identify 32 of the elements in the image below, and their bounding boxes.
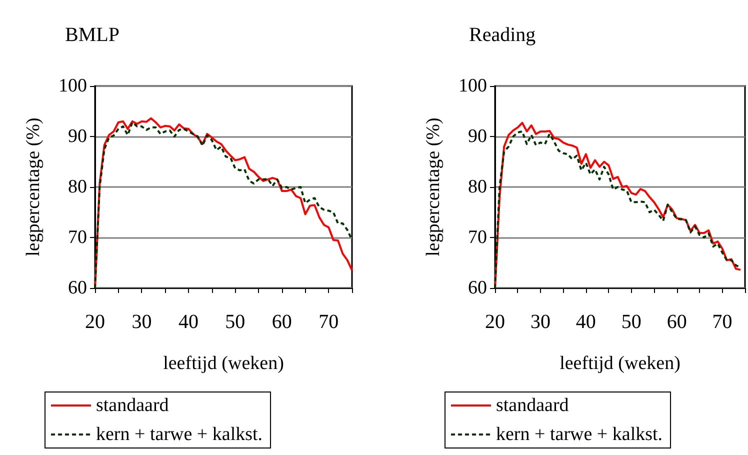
x-tick-label: 30 — [530, 311, 550, 333]
x-tick-label: 70 — [318, 311, 339, 333]
y-tick-label: 90 — [468, 126, 487, 147]
chart-title: Reading — [469, 24, 536, 46]
x-axis-title: leeftijd (weken) — [560, 353, 680, 374]
x-tick-label: 30 — [132, 311, 152, 333]
chart-title: BMLP — [65, 24, 120, 46]
y-tick-label: 70 — [468, 227, 487, 248]
y-tick-label: 70 — [68, 227, 87, 248]
y-tick-label: 60 — [68, 278, 87, 298]
x-tick-label: 20 — [485, 311, 505, 333]
y-tick-label: 80 — [68, 176, 87, 198]
x-tick-label: 20 — [85, 311, 105, 333]
x-tick-label: 40 — [576, 311, 596, 333]
legend-label: standaard — [496, 395, 570, 416]
y-tick-label: 60 — [468, 278, 487, 298]
x-tick-label: 40 — [178, 311, 198, 333]
legend-label: kern + tarwe + kalkst. — [96, 424, 263, 445]
y-tick-label: 100 — [58, 76, 87, 96]
x-tick-label: 70 — [712, 311, 732, 333]
x-tick-label: 60 — [272, 311, 292, 333]
x-tick-label: 60 — [666, 311, 687, 333]
legend-label: kern + tarwe + kalkst. — [496, 424, 663, 445]
y-tick-label: 80 — [468, 176, 487, 198]
y-axis-title: legpercentage (%) — [23, 118, 44, 256]
legend-label: standaard — [96, 395, 170, 416]
x-tick-label: 50 — [225, 311, 246, 333]
x-tick-label: 50 — [621, 311, 642, 333]
y-axis-title: legpercentage (%) — [423, 118, 444, 256]
y-tick-label: 90 — [68, 126, 87, 147]
x-axis-title: leeftijd (weken) — [163, 353, 284, 374]
y-tick-label: 100 — [458, 76, 487, 96]
